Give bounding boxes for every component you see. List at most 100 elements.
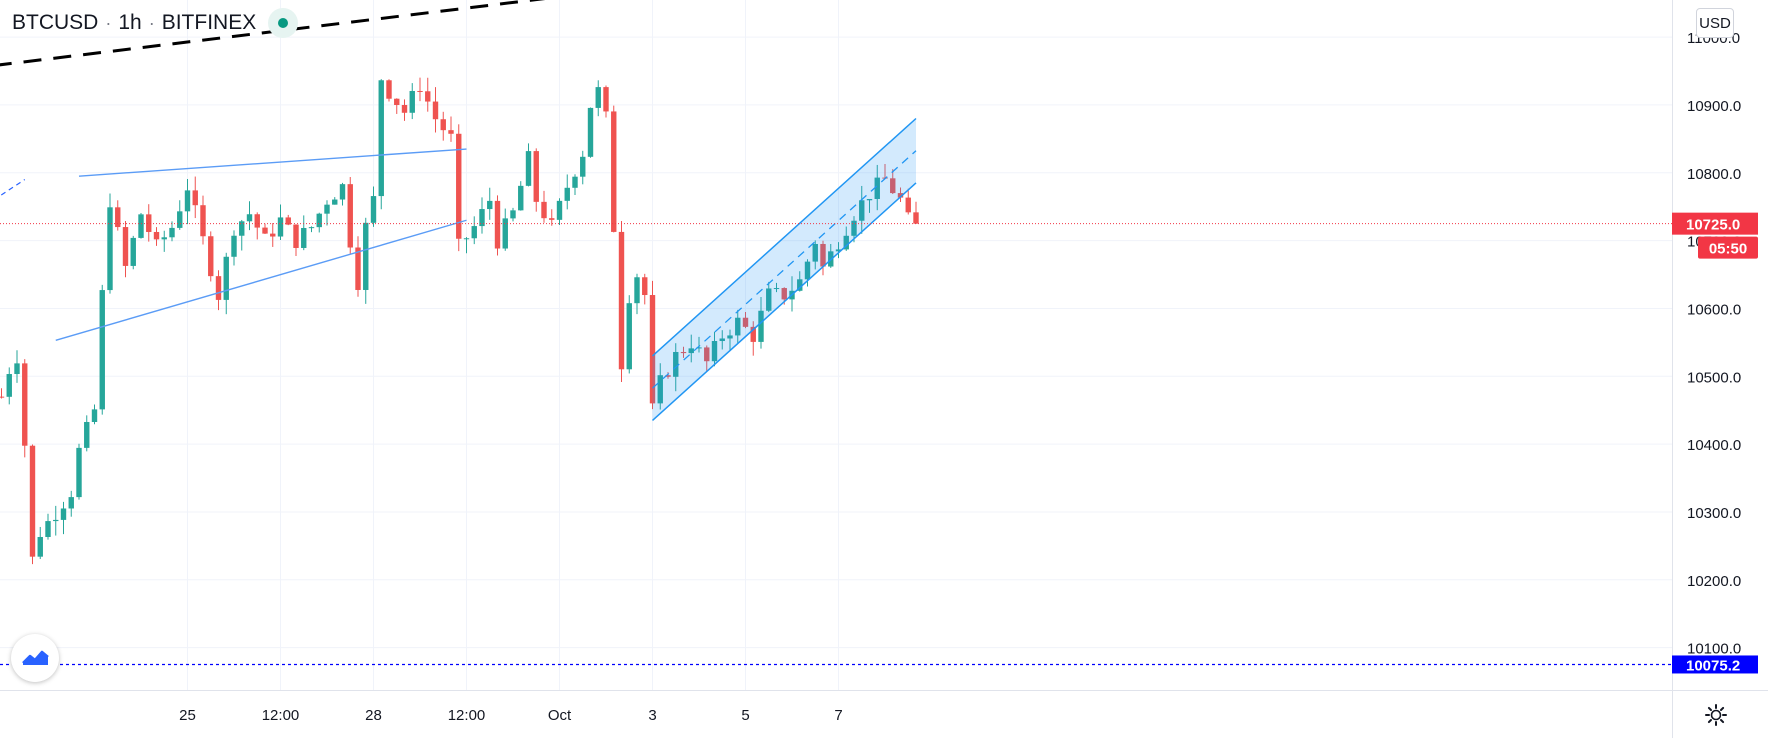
symbol-header[interactable]: BTCUSD · 1h · BITFINEX	[12, 8, 299, 38]
candle-body	[448, 130, 454, 134]
last-price-badge	[1672, 212, 1758, 235]
candle-body	[719, 338, 725, 342]
candle-body	[161, 237, 167, 240]
candle-body	[177, 211, 183, 228]
candle-body	[76, 447, 82, 498]
candle-body	[572, 176, 578, 188]
time-tick-label: 3	[648, 707, 656, 724]
candle-body	[409, 90, 415, 113]
interval-label[interactable]: 1h	[118, 11, 142, 34]
candle-body	[564, 187, 570, 201]
candle	[394, 98, 400, 114]
candle-body	[688, 348, 694, 354]
candle-body	[440, 119, 446, 131]
candle	[339, 182, 346, 206]
candle	[14, 350, 20, 383]
candle	[355, 236, 361, 297]
candle	[370, 186, 377, 227]
gear-icon[interactable]	[1703, 702, 1729, 728]
time-tick-label: 7	[834, 707, 842, 724]
candle	[301, 215, 307, 251]
candle-body	[766, 288, 772, 311]
candle-body	[308, 227, 315, 229]
candle-body	[549, 218, 555, 220]
candle-body	[324, 204, 330, 214]
candle	[22, 359, 28, 458]
candle	[727, 329, 733, 351]
trendline-stub	[0, 179, 26, 197]
tradingview-logo-icon[interactable]	[11, 634, 59, 682]
candle-body	[184, 190, 191, 212]
candle-body	[533, 151, 539, 202]
candle-body	[626, 303, 632, 370]
candle	[432, 87, 439, 133]
candle-body	[897, 193, 904, 198]
candle-body	[192, 190, 198, 206]
candle-body	[14, 363, 20, 375]
candle	[680, 346, 687, 358]
candle	[773, 282, 780, 293]
candle	[704, 345, 710, 372]
candle	[866, 198, 873, 213]
candle-body	[262, 227, 268, 234]
candle	[184, 178, 191, 225]
candle	[91, 404, 98, 425]
price-tick-label: 10600.0	[1687, 301, 1741, 318]
candle-body	[68, 497, 74, 509]
candle	[231, 230, 237, 266]
candle	[913, 201, 919, 224]
candle-body	[479, 209, 485, 227]
candle-body	[750, 326, 756, 342]
candle-body	[22, 363, 28, 446]
channel-mid-line	[652, 150, 917, 389]
candle-body	[339, 184, 346, 200]
candle	[76, 443, 82, 500]
candle-body	[316, 213, 322, 228]
price-tick-label: 10100.0	[1687, 641, 1741, 658]
candle-body	[518, 185, 524, 211]
candle-body	[270, 233, 276, 237]
candle	[618, 221, 625, 382]
time-tick-label: 28	[365, 707, 382, 724]
candle	[192, 176, 198, 219]
candle	[332, 197, 338, 205]
candle-body	[812, 243, 818, 262]
candle	[208, 231, 214, 282]
candle	[68, 490, 74, 517]
candle	[316, 212, 322, 233]
candle	[130, 235, 136, 270]
candle-body	[386, 80, 392, 99]
candle	[29, 444, 36, 565]
symbol-name[interactable]: BTCUSD	[12, 11, 99, 34]
candle-body	[611, 111, 617, 232]
candle	[0, 388, 5, 399]
candle-body	[843, 235, 849, 250]
candle-body	[804, 261, 811, 280]
candle-body	[735, 317, 741, 336]
countdown-label: 05:50	[1709, 241, 1747, 258]
candle	[766, 281, 772, 313]
candle-body	[556, 200, 563, 220]
candle-body	[781, 288, 787, 300]
candle	[425, 77, 431, 112]
market-open-dot-icon	[268, 8, 299, 38]
currency-button[interactable]: USD	[1696, 8, 1734, 38]
candle-body	[649, 295, 656, 404]
candle	[324, 200, 330, 226]
candle	[905, 188, 911, 215]
channel-upper-line	[651, 117, 917, 357]
candle-body	[487, 200, 493, 210]
candle-body	[246, 214, 253, 222]
candle-body	[851, 220, 857, 236]
candle	[146, 204, 152, 242]
candle	[161, 230, 167, 252]
low-price-badge	[1672, 655, 1758, 674]
candle	[409, 83, 415, 120]
candle	[84, 415, 90, 452]
candle	[580, 150, 586, 185]
candle-body	[502, 218, 508, 249]
candle-body	[494, 200, 501, 249]
candle-body	[456, 133, 462, 239]
candle	[711, 331, 718, 367]
